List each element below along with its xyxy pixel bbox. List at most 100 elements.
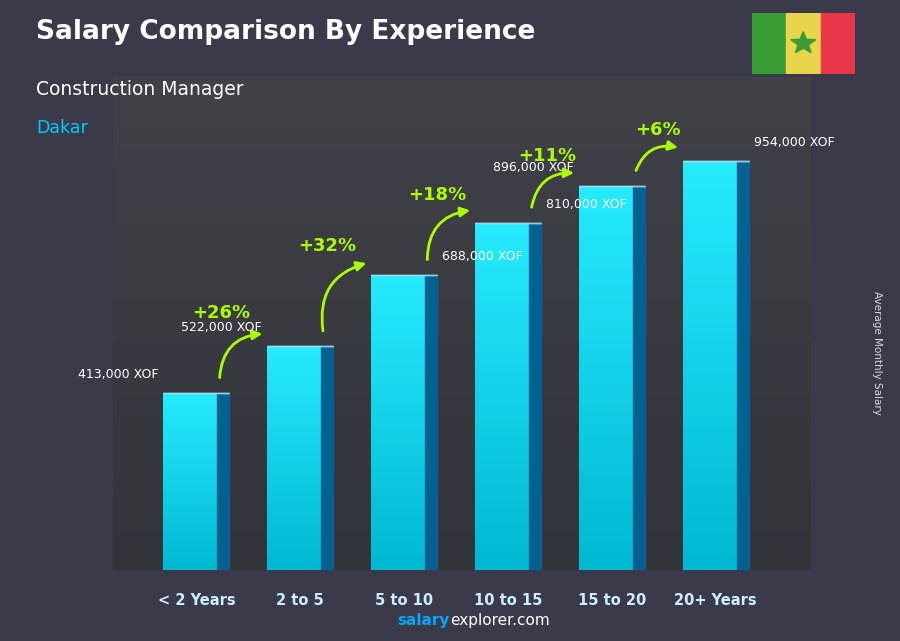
Bar [371, 531, 425, 536]
Bar [683, 277, 737, 284]
Bar [579, 237, 633, 244]
Bar [371, 536, 425, 541]
Bar [371, 383, 425, 388]
Bar [683, 387, 737, 393]
Bar [371, 418, 425, 423]
Bar [164, 512, 218, 514]
Bar [371, 339, 425, 344]
Bar [683, 263, 737, 271]
Bar [579, 320, 633, 327]
Bar [683, 488, 737, 495]
Bar [371, 541, 425, 546]
Bar [371, 334, 425, 339]
Bar [371, 369, 425, 374]
Bar [683, 413, 737, 420]
Bar [683, 495, 737, 503]
Bar [475, 385, 529, 391]
Bar [164, 559, 218, 562]
Bar [164, 444, 218, 446]
Bar [267, 447, 321, 451]
Bar [267, 552, 321, 556]
Bar [683, 475, 737, 482]
Bar [683, 243, 737, 250]
Bar [475, 431, 529, 437]
Bar [164, 461, 218, 464]
Bar [475, 351, 529, 356]
Bar [371, 565, 425, 570]
Bar [267, 380, 321, 384]
Bar [579, 340, 633, 346]
Bar [683, 400, 737, 406]
Bar [267, 410, 321, 413]
Bar [475, 223, 529, 229]
Bar [164, 446, 218, 449]
Bar [267, 403, 321, 406]
Bar [267, 522, 321, 526]
Bar [164, 408, 218, 411]
Text: explorer.com: explorer.com [450, 613, 550, 628]
Bar [683, 229, 737, 236]
Bar [164, 503, 218, 506]
Polygon shape [529, 223, 541, 570]
Bar [267, 488, 321, 492]
Text: Dakar: Dakar [36, 119, 88, 137]
Bar [267, 350, 321, 354]
Bar [579, 391, 633, 397]
Bar [475, 292, 529, 298]
Bar [475, 483, 529, 489]
Bar [683, 209, 737, 215]
Bar [579, 359, 633, 365]
Bar [371, 487, 425, 492]
Bar [267, 499, 321, 503]
Bar [683, 345, 737, 352]
Bar [267, 537, 321, 540]
Bar [164, 494, 218, 497]
Bar [579, 455, 633, 462]
Text: 522,000 XOF: 522,000 XOF [182, 321, 262, 335]
Bar [164, 556, 218, 559]
Bar [371, 388, 425, 394]
Bar [579, 494, 633, 500]
Bar [371, 329, 425, 334]
Bar [475, 252, 529, 258]
Bar [164, 497, 218, 499]
Bar [475, 368, 529, 374]
Bar [371, 300, 425, 304]
Bar [267, 548, 321, 552]
Bar [164, 440, 218, 444]
Text: +26%: +26% [193, 304, 250, 322]
Bar [579, 186, 633, 192]
Bar [683, 537, 737, 543]
Bar [164, 547, 218, 550]
Bar [267, 563, 321, 567]
Bar [579, 410, 633, 417]
Bar [683, 482, 737, 488]
Bar [371, 453, 425, 457]
Bar [475, 246, 529, 252]
Bar [475, 240, 529, 246]
Bar [267, 466, 321, 470]
Text: +11%: +11% [518, 147, 576, 165]
Bar [371, 526, 425, 531]
Text: 15 to 20: 15 to 20 [578, 593, 646, 608]
Bar [475, 321, 529, 327]
Bar [475, 466, 529, 472]
Bar [164, 423, 218, 426]
Bar [475, 344, 529, 351]
Bar [579, 564, 633, 570]
Bar [475, 403, 529, 408]
Bar [475, 495, 529, 501]
Bar [267, 354, 321, 358]
Bar [267, 369, 321, 372]
Bar [579, 551, 633, 558]
Bar [164, 411, 218, 414]
Bar [164, 506, 218, 508]
Bar [579, 353, 633, 359]
Bar [475, 454, 529, 460]
Bar [475, 287, 529, 292]
Bar [475, 362, 529, 368]
Bar [164, 532, 218, 535]
Bar [579, 250, 633, 256]
Bar [475, 542, 529, 547]
Bar [164, 514, 218, 517]
